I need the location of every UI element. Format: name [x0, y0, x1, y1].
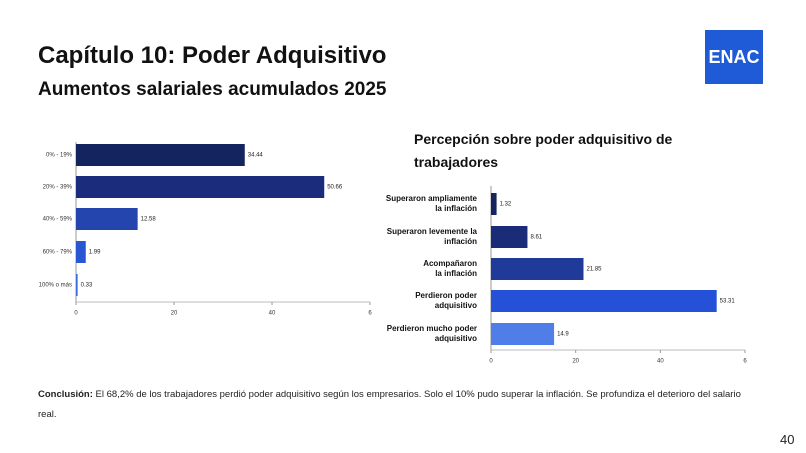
category-label: Superaron levemente la inflación — [386, 227, 477, 246]
logo: ENAC — [705, 30, 763, 84]
category-label: Perdieron poder adquisitivo — [415, 291, 477, 310]
value-label: 14.9 — [557, 332, 569, 338]
bar — [76, 274, 78, 296]
chart-title: Percepción sobre poder adquisitivo de tr… — [414, 131, 673, 170]
bar — [491, 323, 555, 345]
x-tick-label: 40 — [269, 311, 276, 317]
x-tick-label: 6 — [368, 311, 372, 317]
x-tick-label: 20 — [171, 311, 178, 317]
page-number: 40 — [780, 432, 795, 447]
conclusion-text: El 68,2% de los trabajadores perdió pode… — [38, 389, 741, 420]
slide-subtitle: Aumentos salariales acumulados 2025 — [38, 79, 387, 100]
value-label: 1.99 — [89, 250, 101, 256]
x-tick-label: 0 — [74, 311, 78, 317]
category-label: 100% o más — [39, 283, 72, 289]
value-label: 8.61 — [530, 235, 542, 241]
bar — [76, 241, 86, 263]
x-tick-label: 0 — [489, 359, 493, 365]
x-tick-label: 40 — [657, 359, 664, 365]
category-label: Superaron ampliamente la inflación — [385, 194, 477, 213]
category-label: Perdieron mucho poder adquisitivo — [386, 324, 477, 343]
value-label: 21.85 — [586, 267, 602, 273]
category-label: 60% - 79% — [43, 250, 73, 256]
category-label: 40% - 59% — [43, 217, 73, 223]
value-label: 12.58 — [141, 217, 157, 223]
x-tick-label: 20 — [572, 359, 579, 365]
value-label: 0.33 — [81, 283, 93, 289]
category-label: 0% - 19% — [46, 153, 73, 159]
bar — [76, 144, 245, 166]
bar — [491, 226, 528, 248]
conclusion-label: Conclusión: — [38, 389, 93, 400]
bar — [491, 193, 497, 215]
bar — [491, 258, 584, 280]
value-label: 53.31 — [720, 299, 736, 305]
bar — [491, 290, 717, 312]
value-label: 34.44 — [248, 153, 264, 159]
category-label: Acompañaron la inflación — [423, 259, 477, 278]
bar — [76, 176, 325, 198]
value-label: 50.66 — [327, 185, 343, 191]
bar — [76, 208, 138, 230]
category-label: 20% - 39% — [43, 185, 73, 191]
value-label: 1.32 — [500, 202, 512, 208]
slide-title: Capítulo 10: Poder Adquisitivo — [38, 42, 387, 69]
x-tick-label: 6 — [743, 359, 747, 365]
conclusion: Conclusión: El 68,2% de los trabajadores… — [38, 385, 758, 425]
